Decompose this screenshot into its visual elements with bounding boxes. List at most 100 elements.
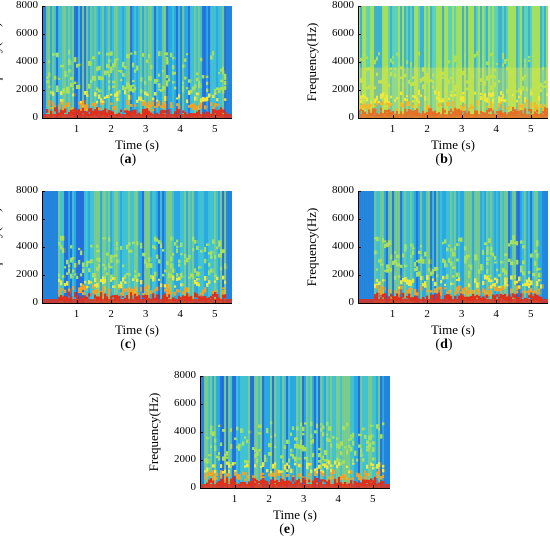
spectrogram-energy-d — [512, 235, 516, 240]
spectrogram-column-b — [542, 6, 545, 118]
spectrogram-energy-c — [142, 295, 146, 298]
spectrogram-energy-c — [110, 295, 113, 300]
spectrogram-energy-c — [100, 292, 104, 297]
spectrogram-column-a — [56, 6, 59, 118]
spectrogram-energy-e — [368, 443, 371, 449]
spectrogram-energy-e — [294, 443, 298, 449]
spectrogram-column-d — [466, 191, 469, 303]
x-tick-label-a: 3 — [142, 123, 149, 135]
spectrogram-energy-a — [184, 112, 187, 116]
spectrogram-column-e — [222, 376, 225, 488]
spectrogram-energy-b — [512, 106, 515, 112]
y-tick-mark-c — [42, 303, 45, 304]
spectrogram-energy-c — [182, 295, 185, 300]
spectrogram-energy-c — [58, 290, 61, 293]
spectrogram-energy-d — [508, 294, 511, 299]
spectrogram-energy-c — [152, 245, 156, 249]
spectrogram-column-d — [520, 191, 523, 303]
spectrogram-energy-a — [208, 94, 211, 98]
spectrogram-column-d — [478, 191, 481, 303]
spectrogram-energy-c — [84, 285, 88, 291]
spectrogram-column-d — [500, 191, 503, 303]
spectrogram-energy-c — [110, 266, 114, 269]
spectrogram-energy-a — [210, 55, 214, 60]
spectrogram-energy-c — [108, 237, 111, 242]
spectrogram-energy-a — [148, 103, 151, 108]
spectrogram-energy-e — [294, 437, 298, 441]
spectrogram-energy-a — [112, 106, 115, 110]
spectrogram-energy-b — [392, 61, 395, 65]
spectrogram-energy-a — [154, 105, 158, 109]
spectrogram-energy-d — [374, 250, 378, 255]
spectrogram-energy-c — [116, 241, 119, 246]
spectrogram-energy-d — [506, 297, 509, 300]
spectrogram-column-e — [340, 376, 343, 488]
spectrogram-energy-d — [402, 253, 405, 258]
spectrogram-energy-b — [396, 97, 400, 100]
spectrogram-energy-a — [94, 92, 98, 97]
spectrogram-energy-d — [528, 294, 532, 298]
spectrogram-energy-d — [426, 289, 430, 293]
spectrogram-energy-c — [140, 245, 144, 249]
spectrogram-energy-d — [404, 247, 407, 252]
spectrogram-column-b — [534, 6, 537, 118]
spectrogram-energy-a — [196, 92, 200, 96]
spectrogram-energy-a — [46, 76, 49, 79]
y-tick-label-b: 6000 — [332, 27, 354, 39]
spectrogram-energy-d — [422, 283, 426, 287]
spectrogram-energy-e — [224, 475, 227, 480]
spectrogram-column-c — [80, 191, 83, 303]
spectrogram-energy-d — [470, 296, 474, 301]
spectrogram-energy-e — [278, 470, 281, 473]
spectrogram-energy-b — [362, 94, 366, 97]
spectrogram-energy-b — [480, 96, 483, 101]
spectrogram-energy-b — [502, 54, 506, 60]
spectrogram-energy-a — [130, 104, 134, 107]
spectrogram-energy-c — [224, 264, 228, 267]
spectrogram-energy-b — [524, 74, 527, 78]
spectrogram-energy-e — [288, 480, 291, 484]
spectrogram-column-a — [120, 6, 123, 118]
spectrogram-energy-a — [56, 52, 60, 55]
spectrogram-column-b — [532, 6, 535, 118]
spectrogram-energy-a — [134, 112, 138, 116]
spectrogram-energy-d — [538, 272, 542, 278]
spectrogram-column-d — [496, 191, 499, 303]
spectrogram-energy-d — [386, 264, 390, 269]
spectrogram-energy-a — [98, 89, 102, 93]
spectrogram-column-b — [476, 6, 479, 118]
spectrogram-column-d — [412, 191, 415, 303]
spectrogram-energy-d — [382, 279, 386, 282]
spectrogram-energy-b — [484, 93, 487, 98]
spectrogram-energy-b — [480, 110, 483, 114]
spectrogram-column-e — [304, 376, 307, 488]
spectrogram-energy-a — [156, 103, 160, 108]
spectrogram-column-d — [452, 191, 455, 303]
spectrogram-energy-d — [452, 266, 456, 269]
spectrogram-column-c — [178, 191, 181, 303]
spectrogram-energy-c — [130, 292, 134, 297]
spectrogram-energy-d — [420, 285, 423, 290]
spectrogram-energy-b — [420, 78, 423, 83]
spectrogram-energy-d — [504, 293, 507, 298]
spectrogram-energy-c — [188, 254, 192, 260]
spectrogram-energy-c — [170, 291, 174, 295]
spectrogram-energy-a — [170, 104, 174, 108]
spectrogram-energy-d — [460, 291, 464, 294]
spectrogram-energy-d — [438, 292, 442, 297]
x-tick-label-a: 1 — [73, 123, 80, 135]
spectrogram-energy-e — [338, 476, 341, 482]
spectrogram-energy-b — [486, 105, 489, 108]
spectrogram-energy-b — [380, 111, 383, 116]
spectrogram-energy-d — [484, 274, 487, 280]
spectrogram-energy-b — [370, 101, 373, 104]
x-tick-mark-a — [76, 115, 78, 118]
spectrogram-energy-b — [468, 67, 472, 71]
spectrogram-energy-b — [372, 108, 376, 113]
spectrogram-energy-b — [444, 58, 448, 61]
x-tick-mark-e — [269, 485, 271, 488]
spectrogram-column-e — [272, 376, 275, 488]
spectrogram-energy-c — [168, 289, 171, 293]
spectrogram-energy-d — [528, 270, 532, 274]
spectrogram-energy-e — [338, 459, 342, 462]
